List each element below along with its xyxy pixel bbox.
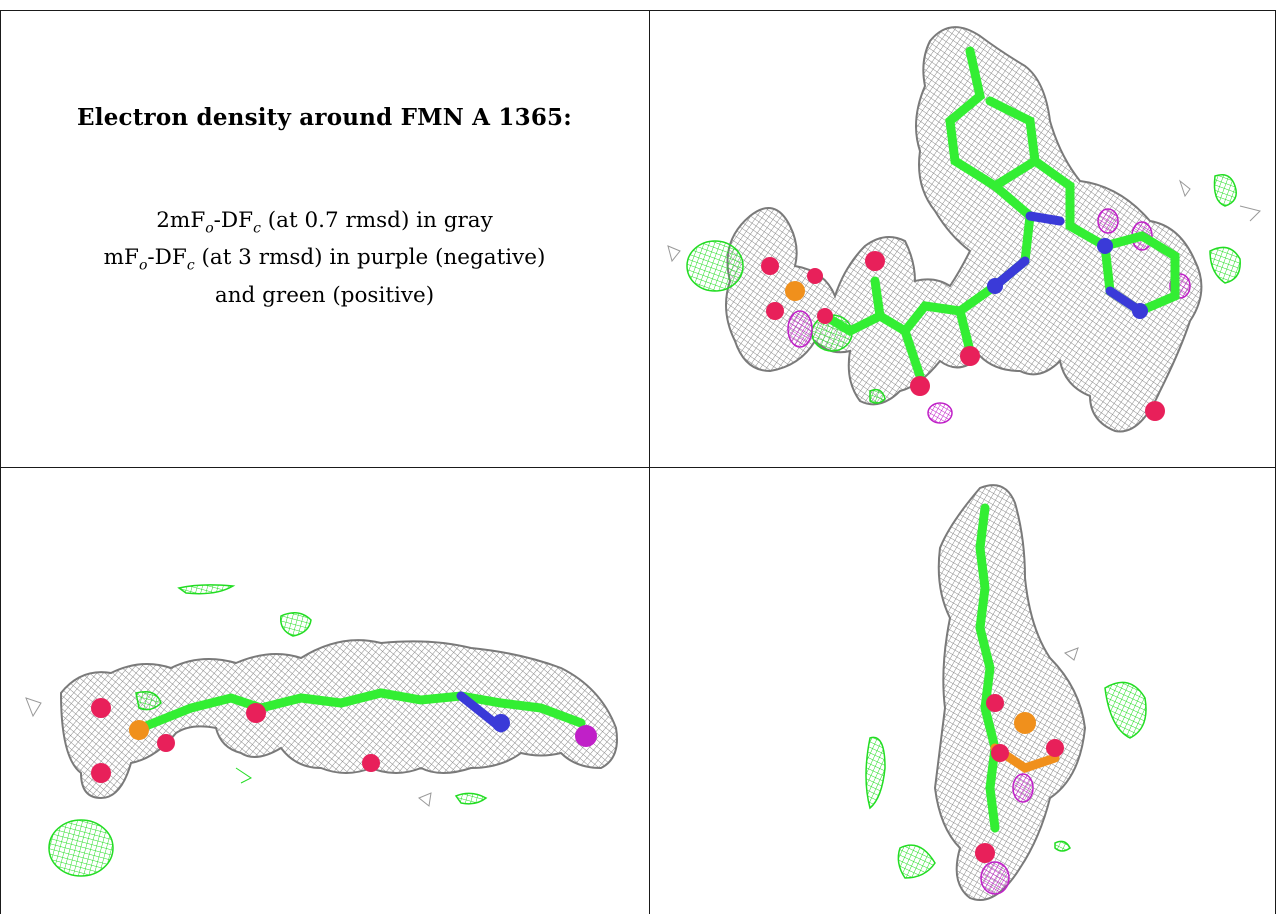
legend-2fofc-line: 2mFo-DFc (at 0.7 rmsd) in gray bbox=[156, 208, 493, 237]
gray-density-mesh bbox=[933, 484, 1087, 901]
density-view-end-on bbox=[650, 468, 1275, 914]
figure-title: Electron density around FMN A 1365: bbox=[77, 104, 572, 131]
table-border-left bbox=[0, 10, 1, 914]
green-positive-density bbox=[865, 681, 1147, 879]
atom-spheres bbox=[761, 238, 1165, 421]
density-view-edge-on bbox=[1, 468, 649, 914]
caption-cell: Electron density around FMN A 1365: 2mFo… bbox=[0, 10, 649, 467]
density-render-top bbox=[667, 26, 1261, 433]
density-render-bottom-left bbox=[25, 584, 618, 877]
table-border-top bbox=[0, 10, 1276, 11]
green-positive-density bbox=[48, 584, 488, 877]
stray-mesh-fragments bbox=[25, 697, 432, 807]
table-divider-horizontal bbox=[0, 467, 1276, 468]
stray-mesh-fragments bbox=[1063, 647, 1079, 661]
gray-density-mesh bbox=[725, 26, 1203, 433]
gray-density-mesh bbox=[59, 639, 618, 800]
atom-spheres bbox=[975, 694, 1064, 863]
atom-spheres bbox=[91, 698, 597, 783]
purple-negative-density bbox=[980, 773, 1034, 895]
density-render-bottom-right bbox=[865, 484, 1147, 901]
stray-mesh-fragments bbox=[667, 179, 1261, 263]
legend-positive-line: and green (positive) bbox=[214, 282, 435, 308]
legend-fofc-line: mFo-DFc (at 3 rmsd) in purple (negative) bbox=[103, 245, 546, 274]
table-divider-vertical bbox=[649, 10, 650, 914]
density-view-face-on bbox=[650, 11, 1275, 467]
figure-legend: 2mFo-DFc (at 0.7 rmsd) in gray mFo-DFc (… bbox=[0, 206, 649, 311]
